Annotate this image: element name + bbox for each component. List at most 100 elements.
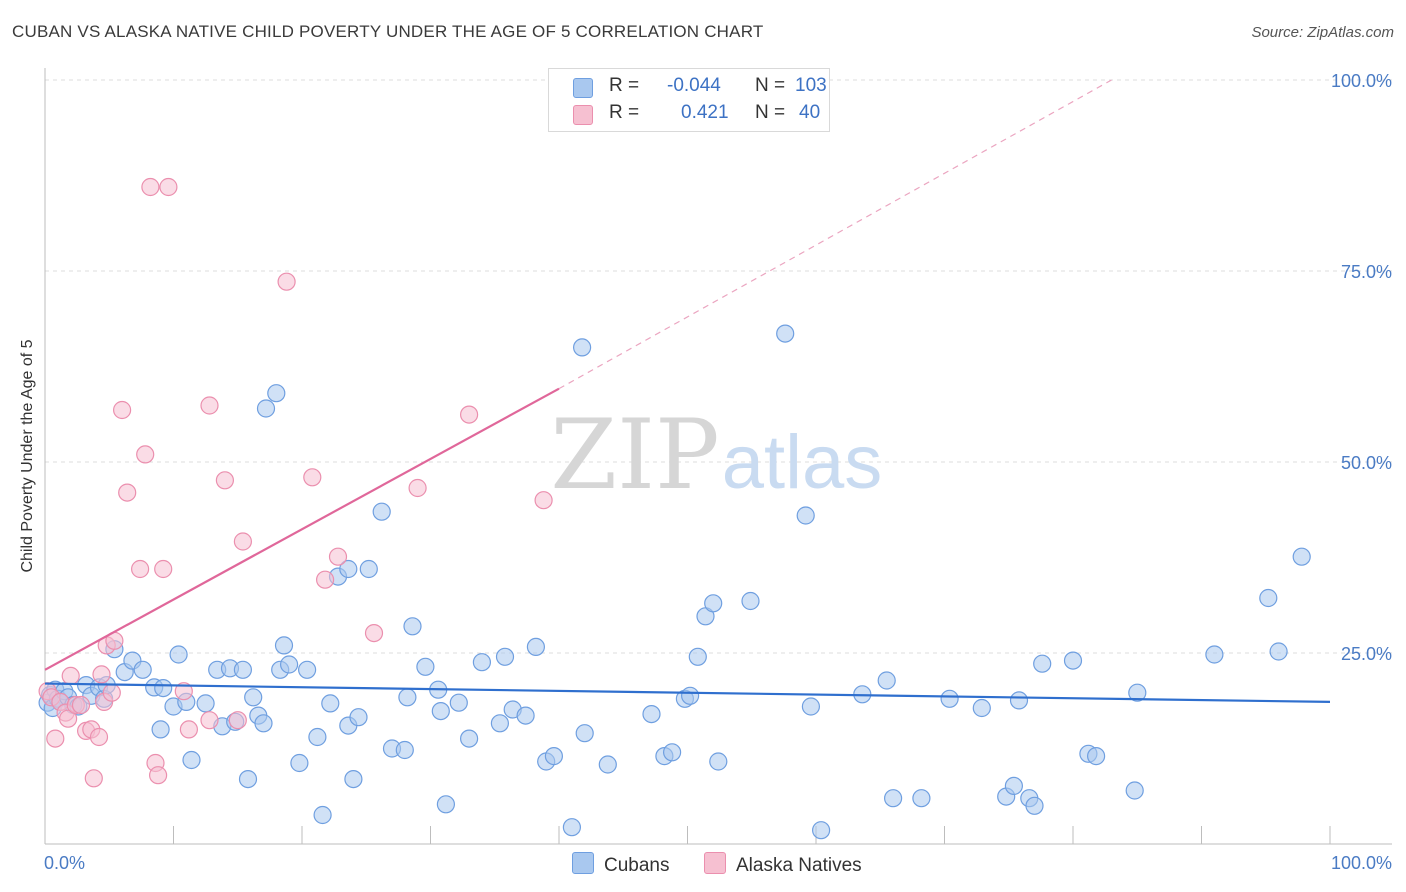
cubans-point-75: [642, 704, 661, 724]
alaska-natives-point-16: [102, 683, 121, 702]
cubans-point-61: [449, 693, 468, 712]
alaska-natives-point-39: [408, 478, 427, 498]
alaska-natives-point-13: [92, 665, 111, 684]
cubans-point-71: [562, 818, 582, 837]
cubans-point-67: [516, 706, 535, 725]
cubans-point-49: [349, 708, 368, 727]
alaska-natives-point-31: [215, 471, 234, 490]
cubans-point-108: [1269, 642, 1288, 661]
cubans-point-20: [154, 678, 173, 698]
cubans-point-26: [196, 694, 215, 713]
cubans-point-87: [801, 697, 821, 716]
alaska-natives-point-41: [534, 491, 553, 510]
cubans-point-54: [395, 740, 414, 760]
cubans-point-82: [704, 594, 723, 613]
series-legend-cubans: Cubans: [572, 852, 670, 877]
series-legend-alaska-natives: Alaska Natives: [704, 852, 862, 877]
legend-r-label: R =: [609, 102, 640, 123]
alaska-natives-point-20: [131, 559, 150, 579]
legend-r-value: 0.421: [681, 102, 729, 123]
alaska-natives-point-28: [179, 720, 198, 739]
alaska-natives-point-38: [364, 623, 384, 643]
cubans-point-40: [274, 636, 294, 655]
cubans-point-32: [238, 769, 258, 789]
alaska-natives-point-36: [316, 570, 335, 589]
alaska-natives-point-35: [303, 468, 322, 487]
cubans-point-18: [133, 660, 152, 679]
cubans-point-35: [254, 714, 273, 733]
legend-n-label: N =: [755, 102, 786, 123]
alaska-natives-point-29: [200, 711, 219, 730]
cubans-point-56: [403, 617, 422, 636]
source-credit: Source: ZipAtlas.com: [1251, 24, 1394, 41]
cubans-point-50: [339, 559, 358, 579]
cubans-point-83: [709, 752, 728, 771]
y-tick-label-2: 75.0%: [1341, 262, 1392, 282]
cubans-point-60: [436, 795, 455, 814]
cubans-point-57: [416, 657, 435, 676]
series-swatch-cubans: [572, 852, 594, 874]
alaska-natives-point-30: [200, 396, 219, 415]
x-tick-label-max: 100.0%: [1331, 853, 1392, 873]
alaska-natives-trend-line: [44, 387, 560, 671]
y-tick-label-0: 25.0%: [1341, 644, 1392, 664]
alaska-natives-point-26: [159, 177, 178, 197]
cubans-point-103: [1086, 746, 1106, 766]
cubans-point-104: [1125, 781, 1144, 800]
alaska-natives-point-5: [58, 709, 78, 728]
alaska-natives-point-2: [46, 729, 65, 748]
cubans-point-109: [1292, 547, 1311, 566]
cubans-point-106: [1205, 645, 1224, 664]
alaska-natives-point-8: [71, 695, 91, 715]
alaska-natives-point-18: [112, 400, 132, 420]
cubans-point-96: [1004, 776, 1024, 796]
cubans-point-86: [796, 506, 815, 525]
cubans-point-52: [372, 502, 391, 521]
cubans-point-23: [169, 645, 188, 664]
cubans-point-90: [877, 671, 896, 690]
cubans-point-42: [298, 660, 317, 679]
cubans-point-68: [526, 637, 546, 657]
cubans-point-74: [598, 755, 617, 774]
cubans-point-31: [233, 660, 252, 679]
alaska-natives-point-12: [89, 727, 109, 747]
alaska-natives-point-21: [136, 445, 155, 464]
cubans-point-84: [741, 591, 760, 611]
alaska-natives-point-25: [154, 559, 173, 579]
correlation-legend: R = -0.044 N = 103 R = 0.421 N = 40: [548, 68, 830, 132]
watermark-atlas: atlas: [722, 420, 883, 505]
legend-n-value: 40: [799, 102, 821, 123]
cubans-point-93: [940, 689, 959, 708]
y-tick-label-1: 50.0%: [1341, 453, 1392, 473]
data-points: [38, 177, 1311, 840]
x-tick-label-min: 0.0%: [44, 853, 85, 873]
watermark-zip: ZIP: [550, 399, 719, 511]
series-label-alaska-natives: Alaska Natives: [736, 855, 862, 876]
alaska-natives-point-22: [141, 177, 160, 197]
legend-swatch-alaska-natives: [573, 105, 593, 125]
legend-n-value: 103: [795, 75, 827, 96]
alaska-natives-point-32: [228, 711, 247, 730]
cubans-point-55: [398, 688, 417, 707]
alaska-natives-point-33: [233, 532, 252, 551]
cubans-point-64: [490, 714, 509, 733]
cubans-point-72: [575, 724, 594, 743]
alaska-natives-point-24: [149, 766, 168, 785]
cubans-point-45: [321, 694, 340, 713]
cubans-point-88: [811, 821, 831, 840]
cubans-point-97: [1009, 691, 1029, 710]
alaska-natives-point-34: [277, 272, 296, 291]
cubans-point-21: [151, 720, 170, 739]
cubans-point-25: [182, 750, 201, 770]
chart-title: CUBAN VS ALASKA NATIVE CHILD POVERTY UND…: [12, 22, 764, 41]
cubans-point-65: [495, 647, 515, 666]
cubans-point-77: [662, 743, 682, 762]
cubans-trend-line: [44, 682, 1331, 703]
cubans-point-80: [688, 647, 707, 666]
cubans-point-79: [680, 686, 700, 705]
cubans-point-107: [1259, 588, 1278, 608]
cubans-point-41: [290, 753, 309, 773]
cubans-point-37: [267, 384, 286, 403]
cubans-point-73: [572, 338, 592, 357]
cubans-point-63: [472, 653, 491, 672]
